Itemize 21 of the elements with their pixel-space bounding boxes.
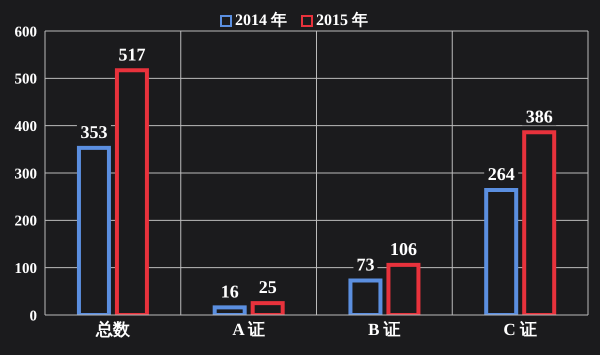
y-tick-label: 300 [14,166,37,182]
x-tick-label: C 证 [503,320,537,340]
data-label: 264 [488,164,515,184]
x-tick-label: 总数 [94,320,131,340]
data-label: 106 [390,238,417,259]
legend-label: 2014 年 [235,10,287,31]
data-label: 386 [526,106,553,126]
y-tick-label: 500 [14,72,37,88]
legend-label: 2015 年 [316,10,368,31]
data-label: 517 [118,44,146,64]
y-tick-label: 600 [14,24,37,40]
x-tick-label: B 证 [368,320,401,340]
x-tick-label: A 证 [232,320,265,340]
y-tick-label: 400 [14,118,37,135]
y-tick-label: 200 [14,214,37,230]
data-label: 25 [258,277,277,298]
y-tick-label: 100 [14,260,37,277]
data-label: 73 [356,254,374,274]
data-label: 16 [220,281,239,302]
y-tick-label: 0 [30,308,37,324]
data-label: 353 [80,122,108,142]
